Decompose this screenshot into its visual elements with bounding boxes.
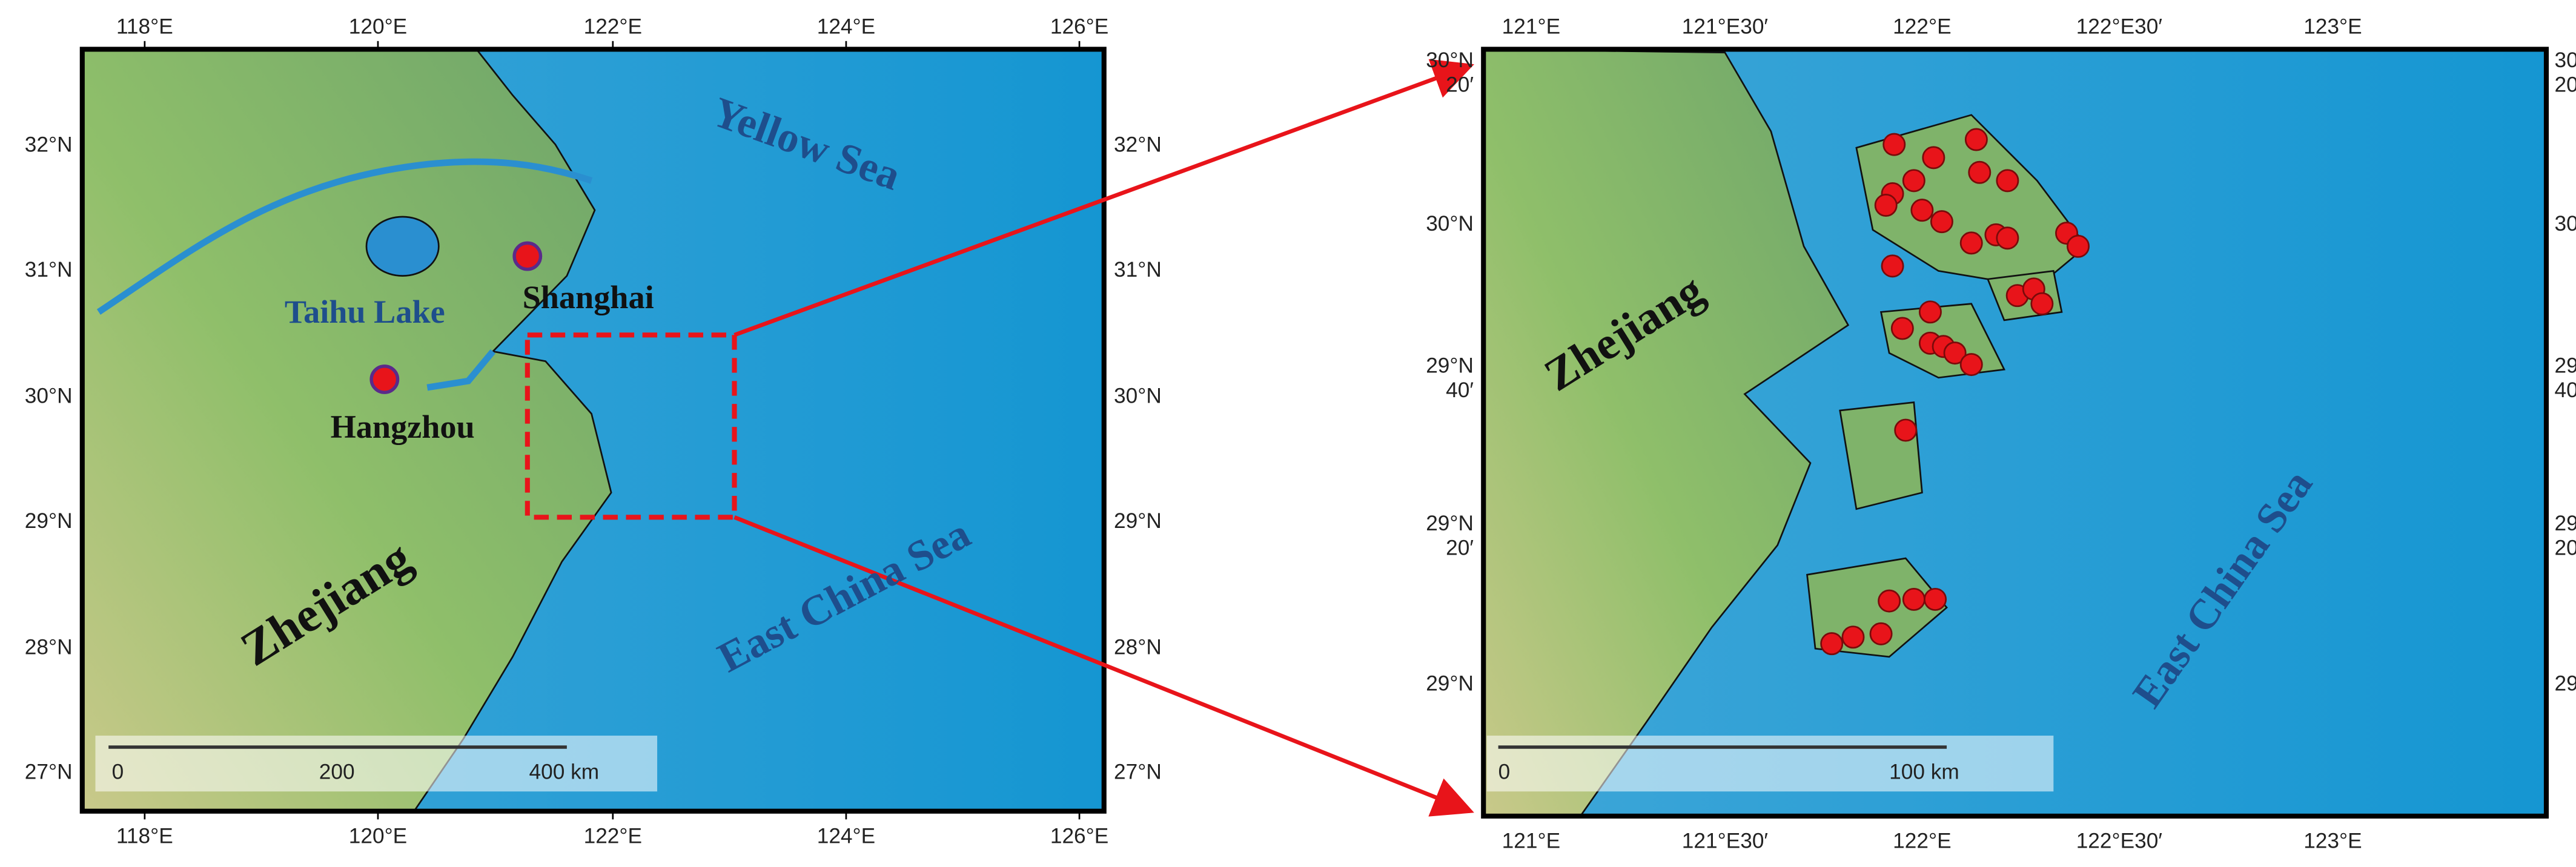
lat-tick-label: 20′ (1446, 73, 1474, 97)
lat-tick-label: 29°N (2555, 671, 2576, 695)
lon-tick-label: 121°E (1502, 829, 1560, 853)
frame (1481, 47, 2549, 819)
place-label: Taihu Lake (285, 294, 445, 330)
lon-tick-label: 122°E30′ (2076, 15, 2162, 38)
lon-tick-label: 121°E30′ (1682, 829, 1768, 853)
lat-tick-label: 29°N (1426, 512, 1474, 535)
lat-tick-label: 32°N (25, 133, 73, 157)
city-marker (512, 241, 543, 271)
sampling-site (1890, 317, 1914, 340)
lat-tick-label: 30°N (2555, 212, 2576, 236)
frame (79, 47, 1107, 814)
sampling-site (2067, 234, 2090, 258)
lon-tick-label: 122°E (1893, 15, 1951, 38)
lon-tick-label: 126°E (1050, 15, 1108, 38)
lon-tick-label: 123°E (2303, 15, 2362, 38)
sampling-site (1918, 300, 1942, 324)
lon-tick-label: 120°E (349, 15, 407, 38)
lat-tick-label: 30°N (25, 384, 73, 408)
lon-tick-label: 122°E (1893, 829, 1951, 853)
lon-tick-label: 122°E30′ (2076, 829, 2162, 853)
scale-label: 100 km (1889, 760, 1959, 784)
sampling-site (1959, 231, 1983, 255)
sampling-site (1922, 146, 1945, 170)
lat-tick-label: 30°N (2555, 48, 2576, 72)
right-map (1481, 47, 2549, 819)
sampling-site (1902, 587, 1925, 611)
scale-bar-bg (1486, 736, 2054, 792)
lat-tick-label: 29°N (1426, 671, 1474, 695)
lon-tick-label: 123°E (2303, 829, 2362, 853)
sampling-site (1869, 622, 1893, 645)
lat-tick-label: 20′ (1446, 536, 1474, 560)
sampling-site (1841, 625, 1865, 649)
sampling-site (1902, 169, 1925, 193)
lat-tick-label: 30°N (1114, 384, 1162, 408)
lon-tick-label: 121°E (1502, 15, 1560, 38)
lon-tick-label: 121°E30′ (1682, 15, 1768, 38)
sampling-site (1964, 128, 1988, 151)
arrow (733, 515, 1474, 817)
scale-label: 0 (112, 760, 124, 784)
arrow (733, 59, 1474, 337)
lon-tick-label: 124°E (817, 824, 875, 848)
sampling-site (1910, 199, 1934, 222)
sampling-site (1874, 194, 1898, 217)
lat-tick-label: 32°N (1114, 133, 1162, 157)
place-label: Hangzhou (331, 409, 475, 445)
lat-tick-label: 30°N (1426, 48, 1474, 72)
lon-tick-label: 122°E (584, 824, 642, 848)
sampling-site (1959, 353, 1983, 377)
lat-tick-label: 29°N (2555, 354, 2576, 377)
scale-label: 200 (319, 760, 355, 784)
lat-tick-label: 30°N (1426, 212, 1474, 236)
sampling-site (1894, 418, 1918, 442)
lat-tick-label: 27°N (1114, 760, 1162, 784)
left-map (79, 47, 1107, 814)
lon-tick-label: 118°E (116, 824, 173, 848)
lat-tick-label: 29°N (1426, 354, 1474, 377)
lat-tick-label: 28°N (1114, 636, 1162, 659)
lon-tick-label: 120°E (349, 824, 407, 848)
sampling-site (1882, 133, 1906, 156)
scale-label: 0 (1498, 760, 1511, 784)
scale-label: 400 km (529, 760, 600, 784)
lon-tick-label: 126°E (1050, 824, 1108, 848)
place-label: Shanghai (523, 279, 654, 315)
zoom-box (525, 332, 737, 520)
sampling-site (1996, 169, 2019, 193)
bay (426, 349, 496, 391)
sampling-site (1996, 226, 2019, 250)
lon-tick-label: 124°E (817, 15, 875, 38)
lat-tick-label: 20′ (2555, 73, 2576, 97)
lat-tick-label: 29°N (1114, 509, 1162, 533)
lat-tick-label: 29°N (25, 509, 73, 533)
lat-tick-label: 31°N (25, 258, 73, 282)
city-marker (369, 364, 400, 394)
island (1855, 114, 2088, 289)
lat-tick-label: 40′ (1446, 378, 1474, 402)
lon-tick-label: 118°E (116, 15, 173, 38)
sampling-site (1930, 210, 1953, 234)
lat-tick-label: 31°N (1114, 258, 1162, 282)
lat-tick-label: 20′ (2555, 536, 2576, 560)
sampling-site (1924, 587, 1947, 611)
sampling-site (1968, 160, 1992, 184)
lat-tick-label: 29°N (2555, 512, 2576, 535)
lake (365, 216, 440, 277)
island (1806, 557, 1948, 658)
scale-bar-bg (95, 736, 658, 792)
sampling-site (1820, 632, 1844, 656)
lat-tick-label: 28°N (25, 636, 73, 659)
sampling-site (2030, 292, 2054, 315)
sampling-site (1881, 254, 1904, 278)
sampling-site (1943, 341, 1967, 365)
river (96, 158, 593, 315)
lat-tick-label: 40′ (2555, 378, 2576, 402)
sampling-sites (1820, 128, 2090, 656)
lat-tick-label: 27°N (25, 760, 73, 784)
lon-tick-label: 122°E (584, 15, 642, 38)
sampling-site (1878, 589, 1901, 613)
